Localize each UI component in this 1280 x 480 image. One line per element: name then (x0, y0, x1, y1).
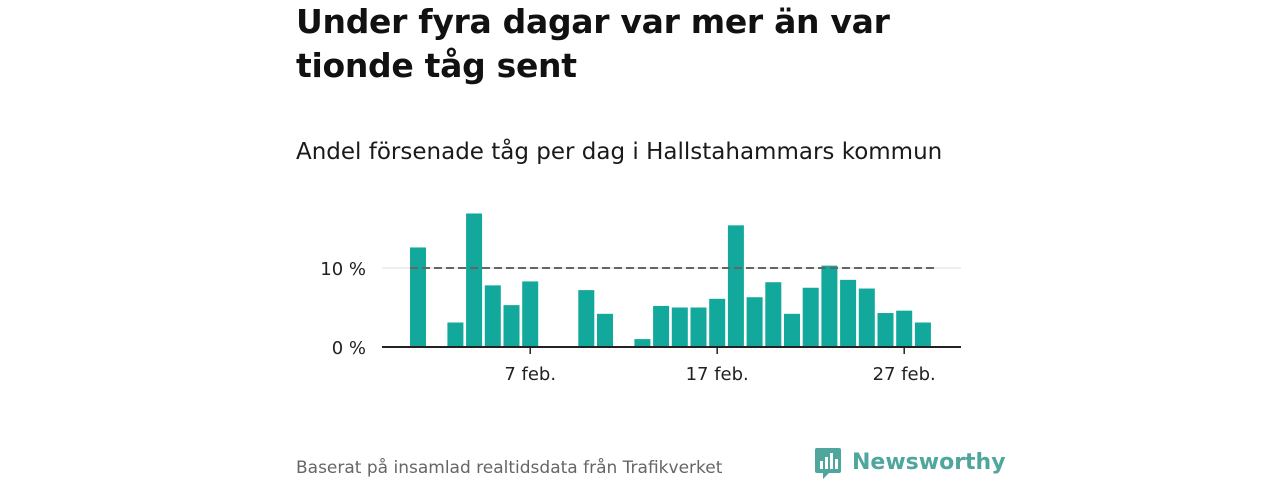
bar (877, 313, 894, 347)
bar (578, 290, 595, 347)
bar (653, 305, 670, 347)
bar (447, 322, 464, 347)
bar (709, 298, 726, 347)
bar (671, 307, 688, 347)
bar (503, 305, 520, 347)
bar (690, 307, 707, 347)
bar (802, 287, 819, 347)
bar (821, 265, 838, 347)
brand-logo: Newsworthy (814, 446, 1006, 480)
bar (858, 288, 875, 347)
bar (634, 339, 651, 347)
bar (784, 313, 800, 347)
bar (484, 285, 501, 347)
newsworthy-logo-icon (815, 448, 841, 479)
bar (522, 281, 539, 347)
bar (597, 313, 613, 347)
bar (746, 297, 763, 347)
bar (896, 310, 913, 347)
bar (727, 225, 744, 347)
x-tick-label: 17 feb. (686, 364, 749, 385)
brand-name: Newsworthy (852, 450, 1006, 475)
bar (840, 279, 857, 347)
axis-layer: 0 % 10 % 7 feb. 17 feb. 27 feb. (320, 259, 961, 385)
x-tick-label: 7 feb. (504, 364, 556, 385)
bar (410, 247, 426, 347)
bar-layer (410, 213, 931, 347)
x-tick-label: 27 feb. (873, 364, 936, 385)
y-tick-label: 10 % (320, 259, 366, 280)
bar (466, 213, 483, 347)
chart-title: Under fyra dagar var mer än var tionde t… (296, 2, 890, 85)
bar (914, 322, 931, 347)
bar (765, 282, 782, 347)
chart-subtitle: Andel försenade tåg per dag i Hallstaham… (296, 139, 943, 165)
source-note: Baserat på insamlad realtidsdata från Tr… (296, 458, 723, 478)
y-tick-label: 0 % (332, 338, 366, 359)
